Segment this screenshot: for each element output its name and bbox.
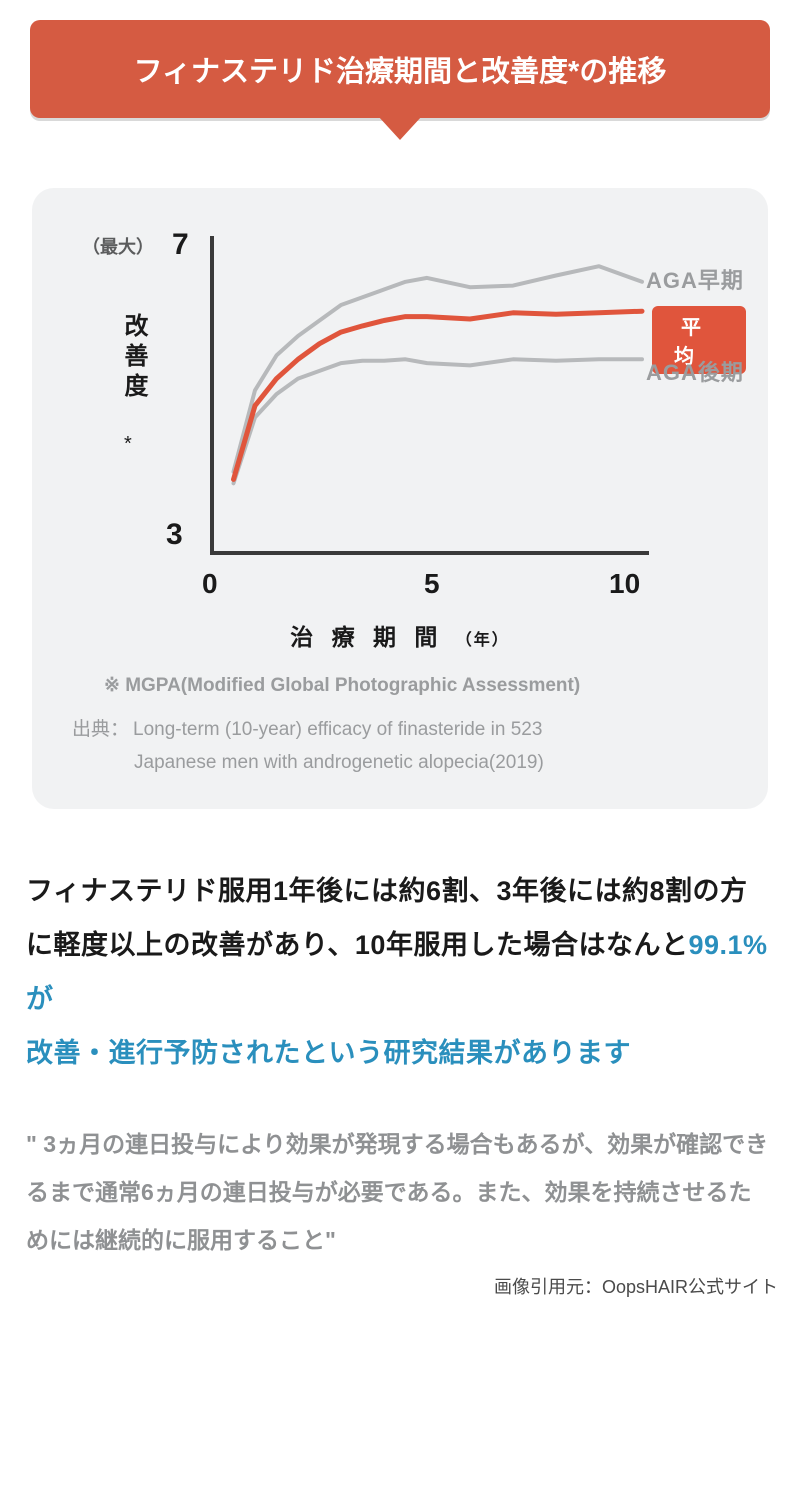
y-axis-title: 改善度 — [116, 313, 151, 403]
y-min-value: 3 — [166, 518, 183, 552]
y-max-value: 7 — [172, 228, 189, 262]
chart-card: （最大） 7 3 改善度 * 0 5 10 治 療 期 間 （年） AGA早期 … — [32, 188, 768, 809]
header-banner: フィナステリド治療期間と改善度*の推移 — [30, 20, 770, 118]
x-axis-label: 治 療 期 間 — [290, 624, 443, 650]
quote-text: " 3ヵ月の連日投与により効果が発現する場合もあるが、効果が確認できるまで通常6… — [26, 1120, 774, 1265]
y-max-label: （最大） — [82, 233, 154, 259]
legend-early: AGA早期 — [646, 263, 744, 295]
body-blue2: 改善・進行予防されたという研究結果があります — [26, 1038, 631, 1068]
y-axis-title-star: * — [124, 433, 132, 456]
legend-late: AGA後期 — [646, 355, 744, 387]
x-axis-unit: （年） — [456, 632, 510, 649]
chart-footnote: ※ MGPA(Modified Global Photographic Asse… — [104, 670, 742, 702]
chart-area: （最大） 7 3 改善度 * 0 5 10 治 療 期 間 （年） AGA早期 … — [54, 228, 746, 628]
body-text: フィナステリド服用1年後には約6割、3年後には約8割の方に軽度以上の改善があり、… — [26, 864, 774, 1080]
header-title: フィナステリド治療期間と改善度*の推移 — [134, 56, 667, 88]
x-tick-0: 0 — [202, 568, 218, 600]
source-line2: Japanese men with androgenetic alopecia(… — [134, 747, 742, 779]
body-part1: フィナステリド服用1年後には約6割、3年後には約8割の方に軽度以上の改善があり、… — [26, 876, 748, 960]
x-tick-10: 10 — [609, 568, 640, 600]
source-label: 出典： — [72, 719, 129, 740]
x-axis-title: 治 療 期 間 （年） — [290, 618, 510, 652]
x-tick-5: 5 — [424, 568, 440, 600]
source-line1: Long-term (10-year) efficacy of finaster… — [133, 719, 542, 740]
image-credit: 画像引用元：OopsHAIR公式サイト — [0, 1273, 778, 1299]
chart-source: 出典：Long-term (10-year) efficacy of finas… — [72, 714, 742, 779]
